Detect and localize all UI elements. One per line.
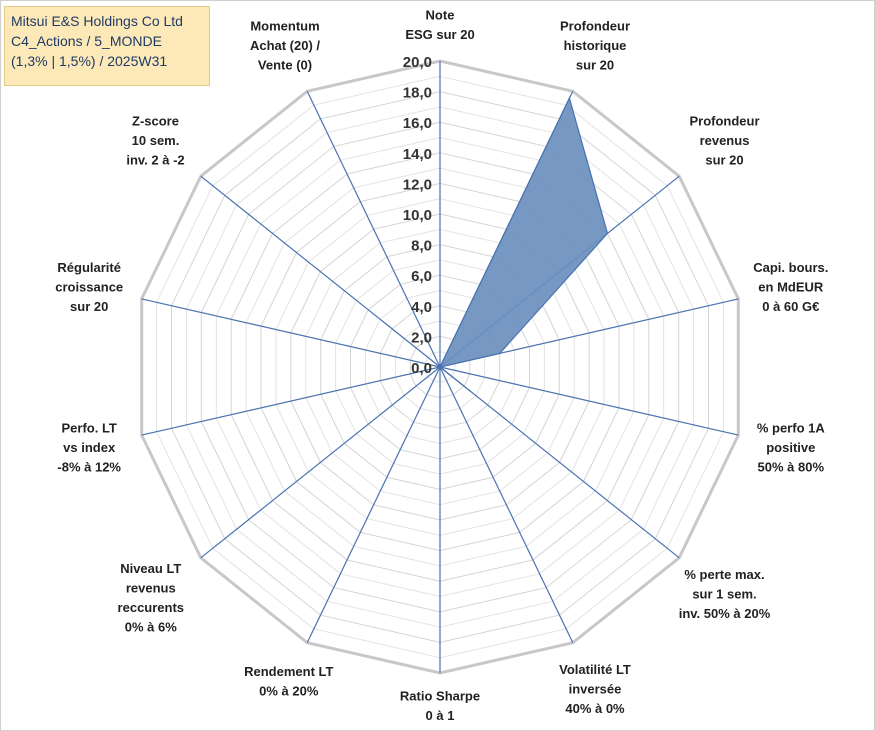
axis-label-line: Note (426, 8, 455, 23)
tick-label: 14,0 (403, 146, 432, 163)
tick-label: 12,0 (403, 176, 432, 193)
axis-label-line: Profondeur (560, 18, 630, 33)
axis-label-line: Perfo. LT (62, 420, 117, 435)
radar-series (438, 96, 609, 392)
axis-label: Capi. bours. en MdEUR 0 à 60 G€ (753, 260, 828, 314)
company-name: Mitsui E&S Holdings Co Ltd (11, 13, 183, 29)
tick-label: 10,0 (403, 207, 432, 224)
series-area (438, 96, 609, 392)
axis-spoke (141, 298, 441, 368)
axis-label-line: % perfo 1A (757, 420, 826, 435)
axis-label-line: Z-score (132, 113, 179, 128)
axis-label-line: en MdEUR (758, 280, 824, 295)
axis-label-line: inv. 50% à 20% (679, 606, 771, 621)
axis-label-line: revenus (700, 133, 750, 148)
tick-label: 6,0 (411, 268, 432, 285)
axis-label-line: 0 à 60 G€ (762, 299, 819, 314)
axis-label-line: 0% à 6% (125, 620, 177, 635)
axis-label: Niveau LT revenus reccurents 0% à 6% (118, 561, 184, 635)
axis-spoke (439, 366, 739, 436)
axis-label-line: positive (766, 440, 815, 455)
category-label: C4_Actions / 5_MONDE (11, 33, 162, 49)
axis-label-line: Vente (0) (258, 57, 312, 72)
axis-label-line: croissance (55, 280, 123, 295)
axis-label: Ratio Sharpe 0 à 1 (400, 689, 480, 724)
axis-label: Note ESG sur 20 (405, 8, 474, 43)
tick-label: 20,0 (403, 54, 432, 71)
axis-label-line: inversée (569, 682, 622, 697)
axis-label-line: historique (564, 38, 627, 53)
axis-spoke (306, 91, 441, 368)
axis-spoke (141, 366, 441, 436)
axis-label: Profondeur historique sur 20 (560, 18, 630, 72)
axis-label-line: Niveau LT (120, 561, 181, 576)
axis-label-line: 50% à 80% (758, 459, 825, 474)
data-point (606, 232, 609, 235)
axis-label-line: ESG sur 20 (405, 27, 474, 42)
axis-label-line: Profondeur (689, 113, 759, 128)
axis-label-line: sur 20 (705, 152, 743, 167)
axis-label: Momentum Achat (20) / Vente (0) (250, 18, 320, 72)
axis-label: % perfo 1A positive 50% à 80% (757, 420, 826, 474)
axis-spoke (439, 366, 680, 559)
chart-title-box: Mitsui E&S Holdings Co Ltd C4_Actions / … (4, 6, 210, 86)
tick-label: 4,0 (411, 299, 432, 316)
axis-label-line: vs index (63, 440, 116, 455)
axis-label-line: Régularité (57, 260, 121, 275)
axis-label: Perfo. LT vs index -8% à 12% (57, 420, 121, 474)
axis-label-line: Capi. bours. (753, 260, 828, 275)
axis-label-line: Rendement LT (244, 664, 333, 679)
data-point (568, 97, 571, 99)
axis-label-line: -8% à 12% (57, 459, 121, 474)
axis-label-line: 0% à 20% (259, 684, 319, 699)
data-point (439, 366, 441, 368)
data-point (498, 352, 501, 355)
tick-label: 16,0 (403, 115, 432, 132)
tick-label: 2,0 (411, 329, 432, 346)
tick-label: 0,0 (411, 360, 432, 377)
axis-label: % perte max. sur 1 sem. inv. 50% à 20% (679, 567, 771, 621)
axis-spoke (200, 366, 441, 559)
axis-label-line: Achat (20) / (250, 38, 320, 53)
axis-label: Z-score 10 sem. inv. 2 à -2 (126, 113, 184, 167)
radar-tick-labels: 0,0 2,0 4,0 6,0 8,0 10,0 12,0 14,0 16,0 18,0 20,0 (403, 54, 432, 377)
axis-label-line: Momentum (250, 18, 319, 33)
axis-label-line: 40% à 0% (565, 701, 625, 716)
axis-label-line: sur 20 (576, 57, 614, 72)
axis-label-line: revenus (126, 581, 176, 596)
axis-label: Profondeur revenus sur 20 (689, 113, 759, 167)
data-point (469, 390, 471, 392)
tick-label: 8,0 (411, 238, 432, 255)
axis-label-line: reccurents (118, 600, 184, 615)
axis-label: Régularité croissance sur 20 (55, 260, 123, 314)
axis-label-line: sur 20 (70, 299, 108, 314)
radar-axis-labels: Note ESG sur 20 Profondeur historique sur 20… (55, 8, 828, 724)
axis-label-line: % perte max. (684, 567, 764, 582)
axis-label-line: Volatilité LT (559, 662, 631, 677)
axis-label-line: 0 à 1 (426, 708, 455, 723)
axis-label-line: inv. 2 à -2 (126, 152, 184, 167)
axis-label-line: 10 sem. (132, 133, 180, 148)
axis-label-line: Ratio Sharpe (400, 689, 480, 704)
axis-label-line: sur 1 sem. (692, 587, 756, 602)
axis-spoke (439, 366, 574, 643)
detail-label: (1,3% | 1,5%) / 2025W31 (11, 53, 168, 69)
axis-label: Rendement LT 0% à 20% (244, 664, 333, 699)
axis-label: Volatilité LT inversée 40% à 0% (559, 662, 631, 716)
axis-spoke (306, 366, 441, 643)
axis-spoke (200, 175, 441, 368)
tick-label: 18,0 (403, 85, 432, 102)
